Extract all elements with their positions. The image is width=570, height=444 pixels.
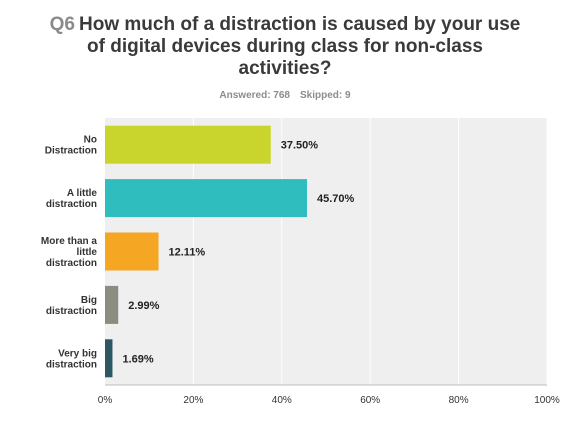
skipped-count: Skipped: 9 (300, 90, 351, 101)
data-label: 2.99% (128, 300, 159, 312)
category-label-line: More than a (41, 236, 98, 247)
question-number: Q6 (49, 14, 76, 35)
x-tick-label: 40% (272, 395, 292, 406)
data-label: 1.69% (122, 353, 153, 365)
x-tick-label: 20% (183, 395, 203, 406)
category-label-line: distraction (46, 199, 97, 210)
bar (105, 285, 119, 324)
category-label-line: distraction (46, 359, 97, 370)
category-label: No Distraction (45, 135, 97, 157)
category-label-line: No (84, 135, 97, 146)
data-label: 12.11% (169, 247, 206, 259)
category-label-line: little (76, 247, 97, 258)
category-label-line: Distraction (45, 146, 97, 157)
category-label-line: distraction (46, 306, 97, 317)
category-label: A little distraction (46, 188, 98, 210)
category-label: Very big distraction (46, 348, 97, 370)
x-tick-label: 80% (449, 395, 469, 406)
category-label-line: Very big (58, 348, 97, 359)
category-label-line: A little (67, 188, 98, 199)
category-label: More than a little distraction (41, 236, 98, 269)
data-label: 45.70% (317, 193, 355, 205)
question-text: How much of a distraction is caused by y… (79, 14, 521, 79)
category-label-line: distraction (46, 258, 97, 269)
response-stats: Answered: 768 Skipped: 9 (0, 90, 570, 101)
data-label: 37.50% (281, 140, 319, 152)
bar (105, 232, 159, 271)
category-label: Big distraction (46, 295, 97, 317)
x-tick-label: 100% (534, 395, 560, 406)
x-tick-label: 0% (98, 395, 113, 406)
bar (105, 179, 307, 218)
answered-count: Answered: 768 (219, 90, 290, 101)
x-tick-label: 60% (360, 395, 380, 406)
chart-title: Q6 How much of a distraction is caused by… (40, 14, 530, 80)
bar (105, 339, 113, 378)
category-label-line: Big (81, 295, 97, 306)
bar (105, 125, 271, 164)
